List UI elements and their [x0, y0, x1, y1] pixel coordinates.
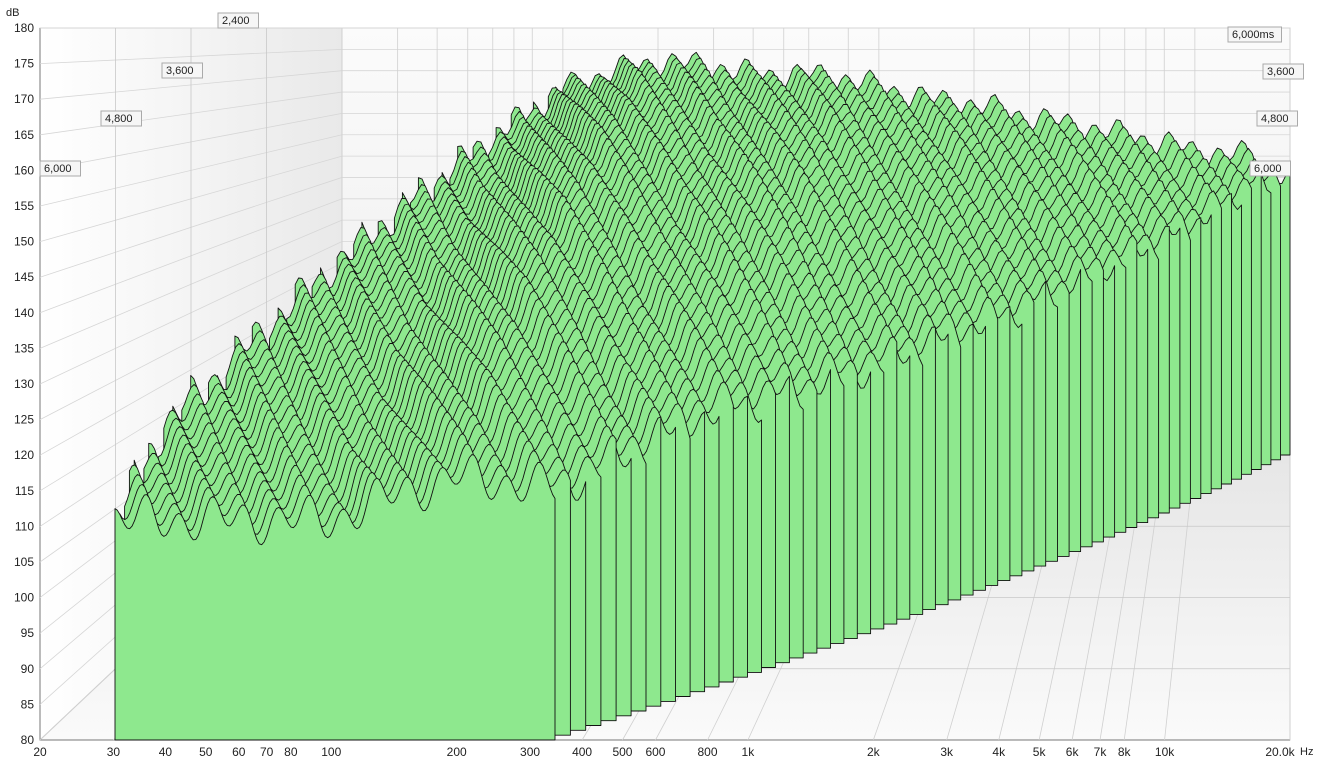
time-label-box — [161, 62, 203, 79]
time-label: 6,000ms — [1227, 26, 1282, 43]
x-tick-label: 500 — [612, 745, 632, 759]
axis-tick-labels: 180 175 170 165 160 155 150 145 140 135 130 125 120 1… — [14, 21, 1296, 759]
x-tick-label: 800 — [698, 745, 718, 759]
y-tick-label: 95 — [21, 626, 35, 640]
y-tick-label: 85 — [21, 697, 35, 711]
x-tick-label: 30 — [107, 745, 121, 759]
x-tick-label: 5k — [1033, 745, 1047, 759]
y-tick-label: 130 — [14, 377, 34, 391]
y-axis-unit: dB — [6, 7, 19, 19]
time-label-text: 4,800 — [1261, 113, 1289, 125]
time-label: 6,000 — [39, 160, 81, 177]
time-label-text: 3,600 — [1267, 66, 1295, 78]
y-tick-label: 160 — [14, 163, 34, 177]
y-tick-label: 150 — [14, 235, 34, 249]
x-tick-label: 80 — [284, 745, 298, 759]
waterfall-slices — [114, 51, 1291, 741]
time-label-box — [1256, 110, 1298, 127]
x-tick-label: 4k — [992, 745, 1006, 759]
time-label-box — [1262, 63, 1304, 80]
y-tick-label: 120 — [14, 448, 34, 462]
time-label: 6,000 — [1249, 160, 1291, 177]
x-tick-label: 8k — [1118, 745, 1132, 759]
time-label-text: 3,600 — [166, 65, 194, 77]
time-label-text: 6,000 — [1254, 163, 1282, 175]
x-tick-label: 1k — [742, 745, 756, 759]
x-tick-label: 200 — [447, 745, 467, 759]
y-tick-label: 110 — [15, 519, 34, 533]
time-label: 4,800 — [1256, 110, 1298, 127]
x-tick-label: 100 — [321, 745, 341, 759]
x-tick-label: 20.0k — [1265, 745, 1295, 759]
time-label: 4,800 — [100, 110, 142, 127]
y-tick-label: 145 — [14, 270, 34, 284]
y-tick-label: 165 — [14, 128, 34, 142]
y-tick-label: 175 — [14, 57, 34, 71]
x-tick-label: 2k — [867, 745, 881, 759]
x-tick-label: 10k — [1155, 745, 1175, 759]
x-tick-label: 400 — [572, 745, 592, 759]
time-label-text: 6,000ms — [1232, 29, 1275, 41]
x-tick-label: 300 — [520, 745, 540, 759]
x-tick-label: 20 — [33, 745, 47, 759]
time-label: 2,400 — [217, 12, 259, 29]
y-tick-label: 155 — [14, 199, 34, 213]
y-tick-label: 115 — [15, 484, 34, 498]
time-label-box — [1227, 26, 1282, 43]
x-tick-label: 600 — [645, 745, 665, 759]
x-tick-label: 50 — [199, 745, 213, 759]
x-tick-label: 7k — [1094, 745, 1108, 759]
time-label: 3,600 — [161, 62, 203, 79]
y-tick-label: 100 — [14, 591, 34, 605]
time-label: 3,600 — [1262, 63, 1304, 80]
x-axis-unit: Hz — [1300, 746, 1313, 758]
time-label-box — [217, 12, 259, 29]
time-label-box — [100, 110, 142, 127]
x-tick-label: 60 — [232, 745, 246, 759]
y-tick-label: 135 — [14, 341, 34, 355]
y-tick-label: 125 — [14, 413, 34, 427]
y-tick-label: 180 — [14, 21, 34, 35]
time-label-box — [39, 160, 81, 177]
time-label-box — [1249, 160, 1291, 177]
y-tick-label: 90 — [21, 662, 35, 676]
x-tick-label: 40 — [159, 745, 173, 759]
x-tick-label: 6k — [1066, 745, 1080, 759]
x-tick-label: 3k — [940, 745, 954, 759]
y-tick-label: 105 — [14, 555, 34, 569]
y-tick-label: 80 — [21, 733, 35, 747]
y-tick-label: 170 — [14, 92, 34, 106]
time-axis-labels: 2,400 3,600 4,800 6,000 6,000ms 3,600 4,800 6,0… — [39, 12, 1304, 177]
x-tick-label: 70 — [260, 745, 274, 759]
time-label-text: 4,800 — [105, 113, 133, 125]
time-label-text: 2,400 — [222, 15, 250, 27]
waterfall-slice — [114, 454, 556, 741]
y-tick-label: 140 — [14, 306, 34, 320]
time-label-text: 6,000 — [44, 163, 72, 175]
